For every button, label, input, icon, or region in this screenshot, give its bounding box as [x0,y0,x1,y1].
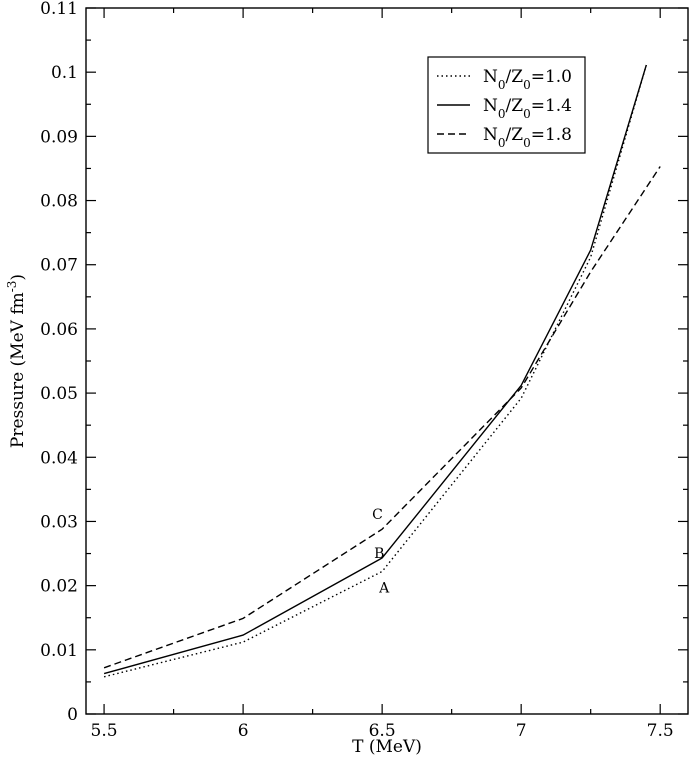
legend-label-part: =1.0 [531,67,572,87]
legend-label-part: N [483,67,498,87]
y-tick-label: 0.08 [40,192,78,212]
y-axis-title-base: Pressure (MeV fm [8,292,28,448]
y-axis-title-sup: -3 [5,281,19,293]
series-line-3 [103,166,661,669]
legend-label-part: =1.4 [531,96,572,116]
x-axis-title: T (MeV) [352,737,422,757]
legend-label-part: N [483,125,498,145]
y-tick-label: 0.11 [40,0,78,19]
y-tick-label: 0.03 [40,512,78,532]
legend-label-part: 0 [498,136,506,150]
legend-label-part: /Z [506,96,524,116]
y-tick-label: 0.04 [40,448,78,468]
axis-ticks [86,7,688,715]
legend-label-part: 0 [498,78,506,92]
y-tick-label: 0.05 [40,384,78,404]
series-lines [103,64,661,678]
y-tick-label: 0.01 [40,641,78,661]
y-axis-title: Pressure (MeV fm-3) [5,274,28,448]
legend-label-part: /Z [506,125,524,145]
annotation-b: B [374,546,384,562]
y-tick-label: 0.07 [40,256,78,276]
legend-label-part: /Z [506,67,524,87]
y-tick-label: 0 [67,705,78,725]
legend-label-part: =1.8 [531,125,572,145]
legend-label-part: 0 [523,78,531,92]
x-tick-label: 6.5 [369,721,396,741]
annotation-c: C [372,507,383,523]
x-tick-label: 6 [238,721,249,741]
legend: N0/Z0=1.0N0/Z0=1.4N0/Z0=1.8 [427,56,586,154]
plot-frame [85,7,689,715]
legend-label-part: 0 [523,136,531,150]
legend-label-2: N0/Z0=1.4 [483,96,572,121]
x-tick-label: 7.5 [647,721,674,741]
series-line-2 [103,64,647,675]
series-line-1 [103,64,647,678]
y-tick-label: 0.09 [40,127,78,147]
legend-label-part: N [483,96,498,116]
tick-labels: 5.5 6 6.5 7 7.5 0 0.01 0.02 0.03 0.04 0.05 0.06 0.07… [40,0,674,741]
y-tick-label: 0.1 [51,63,78,83]
legend-label-part: 0 [498,107,506,121]
legend-label-3: N0/Z0=1.8 [483,125,572,150]
point-annotations: A B C [372,507,390,596]
y-tick-label: 0.02 [40,577,78,597]
y-tick-label: 0.06 [40,320,78,340]
y-axis-title-tail: ) [8,274,28,281]
x-tick-label: 5.5 [91,721,118,741]
annotation-a: A [378,581,390,597]
legend-label-1: N0/Z0=1.0 [483,67,572,92]
legend-label-part: 0 [523,107,531,121]
x-tick-label: 7 [516,721,527,741]
